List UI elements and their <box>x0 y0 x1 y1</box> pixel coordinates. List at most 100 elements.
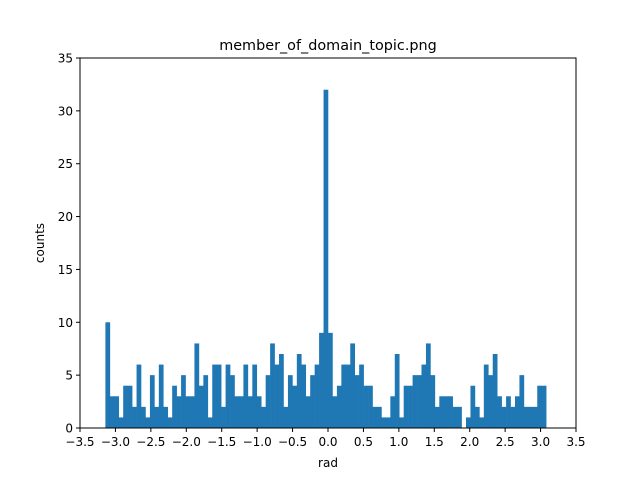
histogram-bar <box>176 396 182 428</box>
histogram-bar <box>132 406 137 428</box>
histogram-bar <box>336 385 342 428</box>
histogram-bar <box>145 417 151 428</box>
histogram-bar <box>385 417 391 428</box>
histogram-bar <box>230 375 235 428</box>
histogram-bar <box>541 385 547 428</box>
x-tick-label: −2.0 <box>172 435 201 449</box>
histogram-bar <box>319 332 324 428</box>
x-tick-label: −3.0 <box>101 435 130 449</box>
chart-title: member_of_domain_topic.png <box>219 38 437 54</box>
x-tick-label: 2.0 <box>460 435 479 449</box>
histogram-bar <box>483 364 489 428</box>
histogram-bar <box>287 375 293 428</box>
histogram-bar <box>519 375 525 428</box>
histogram-bar <box>238 396 244 428</box>
histogram-bar <box>163 406 169 428</box>
histogram-bar <box>532 406 538 428</box>
histogram-bar <box>310 375 315 428</box>
histogram-bar <box>323 89 329 428</box>
histogram-bar <box>332 396 338 428</box>
histogram-bar <box>172 385 177 428</box>
histogram-bar <box>448 396 453 428</box>
histogram-bar <box>123 385 128 428</box>
x-axis-label: rad <box>318 456 338 470</box>
x-tick-label: −1.0 <box>243 435 272 449</box>
histogram-bar <box>363 385 369 428</box>
histogram-bar <box>412 375 418 428</box>
histogram-bar <box>203 375 209 428</box>
x-tick-label: 0.0 <box>318 435 337 449</box>
histogram-bar <box>452 406 458 428</box>
histogram-bar <box>408 385 413 428</box>
histogram-bar <box>265 375 271 428</box>
histogram-bar <box>350 343 356 428</box>
histogram-bar <box>417 375 422 428</box>
histogram-bar <box>430 375 436 428</box>
x-tick-label: 1.0 <box>389 435 408 449</box>
histogram-bar <box>221 406 226 428</box>
histogram-bar <box>376 406 382 428</box>
histogram-bar <box>514 396 520 428</box>
histogram-bar <box>198 385 204 428</box>
histogram-bar <box>252 364 258 428</box>
histogram-bar <box>328 332 333 428</box>
histogram-bar <box>292 385 298 428</box>
histogram-bar <box>523 406 529 428</box>
histogram-bar <box>283 406 289 428</box>
histogram-bar <box>434 406 440 428</box>
x-tick-label: 3.0 <box>531 435 550 449</box>
y-axis-label: counts <box>33 223 47 263</box>
histogram-bar <box>425 343 431 428</box>
histogram-bar <box>167 417 173 428</box>
histogram-bar <box>501 406 507 428</box>
x-axis-ticks: −3.5 −3.0 −2.5 −2.0 −1.5 −1.0 −0.5 0.0 0.5 1.0 1.5… <box>65 428 586 449</box>
histogram-bar <box>225 364 231 428</box>
histogram-bar <box>537 385 543 428</box>
histogram-bar <box>305 396 311 428</box>
y-tick-label: 15 <box>58 263 73 277</box>
histogram-bar <box>345 364 351 428</box>
histogram-bar <box>207 417 213 428</box>
x-tick-label: 2.5 <box>496 435 515 449</box>
histogram-bar <box>368 385 373 428</box>
histogram-bar <box>488 375 494 428</box>
y-tick-label: 25 <box>58 157 73 171</box>
histogram-bar <box>301 364 307 428</box>
histogram-bar <box>114 396 120 428</box>
histogram-bar <box>149 375 155 428</box>
histogram-bar <box>359 364 364 428</box>
histogram-bar <box>341 364 347 428</box>
x-tick-label: −0.5 <box>278 435 307 449</box>
histogram-bar <box>243 364 249 428</box>
histogram-bar <box>256 396 262 428</box>
histogram-bar <box>381 417 387 428</box>
histogram-bar <box>118 417 124 428</box>
histogram-bar <box>421 364 427 428</box>
histogram-bar <box>479 417 485 428</box>
histogram-bar <box>274 364 280 428</box>
histogram-bar <box>247 396 253 428</box>
histogram-bar <box>474 406 480 428</box>
histogram-bar <box>354 375 360 428</box>
histogram-bar <box>212 364 217 428</box>
histogram-bar <box>399 417 404 428</box>
y-tick-label: 30 <box>58 104 73 118</box>
histogram-bar <box>497 396 502 428</box>
x-tick-label: 1.5 <box>425 435 444 449</box>
x-tick-label: −1.5 <box>207 435 236 449</box>
y-axis-ticks: 0 5 10 15 20 25 30 35 <box>58 52 80 436</box>
histogram-bar <box>261 406 266 428</box>
histogram-bar <box>189 396 195 428</box>
histogram-bar <box>466 417 471 428</box>
histogram-bar <box>136 364 142 428</box>
histogram-bar <box>109 396 115 428</box>
histogram-bar <box>394 354 400 428</box>
histogram-bar <box>194 343 200 428</box>
histogram-bar <box>234 396 240 428</box>
histogram-bar <box>296 354 302 428</box>
y-tick-label: 20 <box>58 210 73 224</box>
histogram-bars <box>105 89 547 428</box>
histogram-bar <box>457 406 462 428</box>
histogram-bar <box>528 406 534 428</box>
histogram-bar <box>470 385 476 428</box>
